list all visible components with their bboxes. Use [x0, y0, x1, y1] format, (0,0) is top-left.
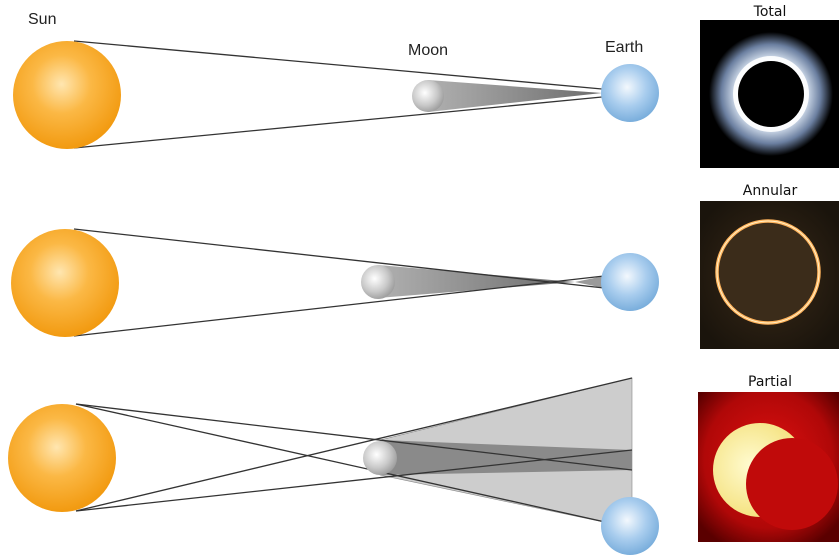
- sun-icon: [8, 404, 116, 512]
- sun-icon: [11, 229, 119, 337]
- moon-icon: [412, 80, 444, 112]
- earth-icon: [601, 64, 659, 122]
- partial-eclipse-photo: Partial: [698, 374, 839, 542]
- moon-icon: [363, 441, 397, 475]
- light-ray: [73, 40, 603, 90]
- row-total: Sun Moon Earth: [13, 11, 659, 149]
- umbra-shadow: [380, 440, 632, 475]
- partial-photo-label: Partial: [748, 374, 792, 390]
- light-ray: [75, 377, 633, 512]
- light-ray: [75, 449, 633, 512]
- total-photo-label: Total: [753, 4, 787, 20]
- light-ray: [75, 403, 633, 471]
- annular-eclipse-photo: Annular: [700, 183, 839, 349]
- row-partial: [8, 377, 659, 555]
- light-ray: [73, 96, 603, 149]
- moon-icon: [361, 265, 395, 299]
- total-eclipse-photo: Total: [700, 4, 839, 168]
- earth-icon: [601, 497, 659, 555]
- umbra-shadow: [428, 80, 602, 112]
- earth-icon: [601, 253, 659, 311]
- sun-label: Sun: [28, 11, 56, 28]
- light-ray: [75, 403, 633, 529]
- light-ray: [73, 275, 605, 337]
- annular-photo-label: Annular: [743, 183, 798, 199]
- light-ray: [73, 228, 605, 289]
- antumbra-shadow: [575, 276, 604, 288]
- row-annular: [11, 228, 659, 337]
- sun-icon: [13, 41, 121, 149]
- moon-label: Moon: [408, 42, 448, 59]
- earth-label: Earth: [605, 39, 643, 56]
- umbra-shadow: [378, 265, 575, 298]
